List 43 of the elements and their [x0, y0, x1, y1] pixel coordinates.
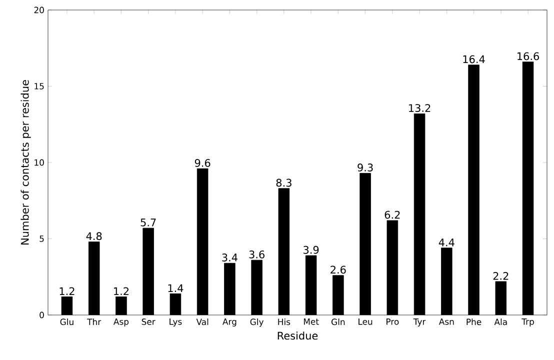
data-label: 9.3 — [358, 164, 373, 172]
x-tick-label: Asp — [113, 318, 129, 326]
data-label: 4.8 — [86, 232, 102, 240]
data-label: 3.4 — [222, 254, 238, 262]
data-label: 16.4 — [463, 55, 485, 64]
data-label: 6.2 — [384, 210, 400, 219]
data-label: 8.3 — [276, 178, 292, 187]
data-label: 2.2 — [493, 272, 508, 280]
x-tick-label: Glu — [60, 318, 74, 326]
x-tick-label: Ser — [142, 318, 156, 325]
data-label: 3.9 — [304, 246, 319, 254]
x-tick-label: Thr — [87, 318, 102, 325]
x-tick-label: Lys — [170, 318, 182, 326]
y-tick-label: 10 — [34, 159, 44, 166]
x-axis-title: Residue — [278, 332, 318, 340]
y-tick-label: 20 — [34, 6, 44, 14]
y-tick-label: 0 — [40, 312, 44, 318]
y-tick-label: 15 — [34, 83, 44, 90]
data-label: 2.6 — [330, 266, 346, 274]
x-tick-label: His — [278, 318, 290, 326]
x-tick-label: Met — [304, 318, 319, 325]
data-label: 3.6 — [249, 250, 264, 258]
x-tick-label: Ala — [494, 318, 507, 326]
data-label: 1.2 — [114, 287, 128, 295]
x-tick-label: Phe — [466, 318, 482, 326]
data-label: 1.2 — [60, 287, 74, 295]
data-label: 16.6 — [518, 52, 539, 60]
x-tick-label: Gly — [250, 318, 264, 327]
data-label: 13.2 — [409, 104, 430, 112]
x-tick-label: Pro — [386, 318, 399, 325]
x-tick-label: Asn — [438, 318, 454, 325]
y-axis-title: Number of contacts per residue — [20, 80, 31, 244]
x-tick-label: Arg — [222, 318, 236, 326]
x-tick-label: Gln — [332, 318, 345, 326]
data-label: 4.4 — [438, 238, 454, 246]
x-tick-label: Trp — [522, 318, 534, 326]
y-tick-label: 5 — [40, 236, 44, 242]
data-label: 1.4 — [168, 284, 184, 292]
x-tick-label: Leu — [358, 318, 372, 325]
x-tick-label: Tyr — [413, 318, 426, 326]
data-label: 5.7 — [140, 218, 156, 226]
x-tick-label: Val — [196, 318, 208, 326]
data-label: 9.6 — [194, 158, 210, 167]
